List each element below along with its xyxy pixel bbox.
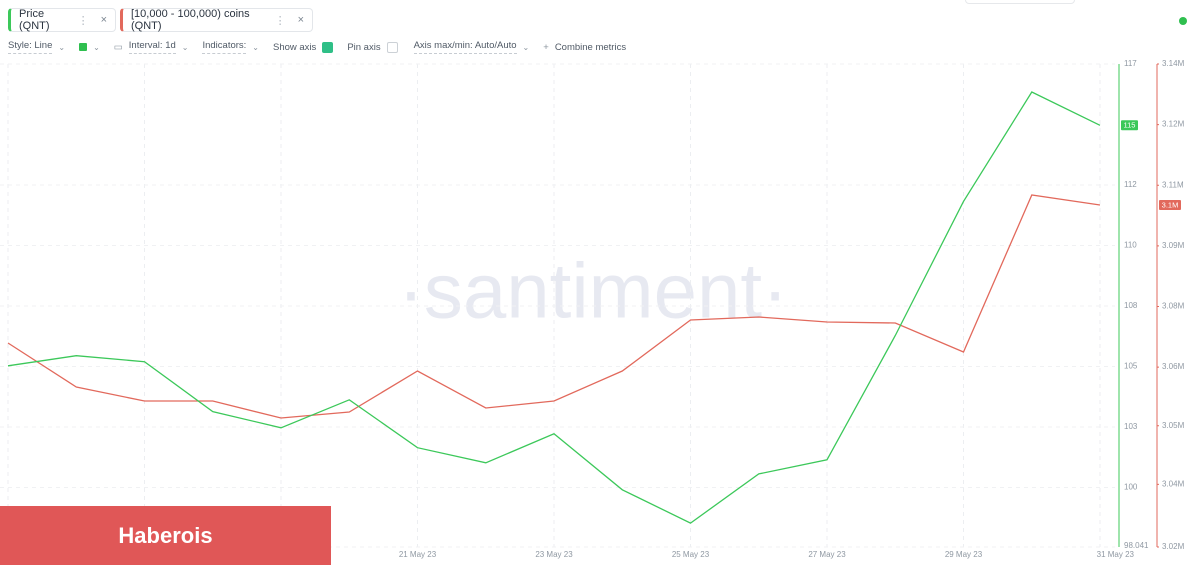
- y-tick-label: 100: [1124, 483, 1138, 492]
- y-tick-label: 117: [1124, 59, 1137, 68]
- y-tick-label: 98.041: [1124, 541, 1149, 550]
- y2-tick-label: 3.06M: [1162, 362, 1185, 371]
- x-tick-label: 27 May 23: [808, 550, 846, 559]
- y2-tick-label: 3.09M: [1162, 241, 1185, 250]
- indicators-select[interactable]: Indicators:: [202, 40, 247, 54]
- y-tick-label: 105: [1124, 362, 1138, 371]
- show-axis-label: Show axis: [273, 41, 317, 53]
- pin-axis-label: Pin axis: [347, 41, 381, 53]
- axis-range-select[interactable]: Axis max/min: Auto/Auto: [413, 40, 517, 54]
- y2-tick-label: 3.14M: [1162, 59, 1185, 68]
- y-tick-label: 112: [1124, 180, 1137, 189]
- banner: Haberois: [0, 506, 331, 565]
- watermark: ·santiment·: [398, 247, 788, 335]
- y2-tick-label: 3.05M: [1162, 421, 1185, 430]
- x-tick-label: 29 May 23: [945, 550, 983, 559]
- x-tick-label: 25 May 23: [672, 550, 710, 559]
- line-series: [7, 194, 1101, 419]
- last-value-label: 3.1M: [1162, 201, 1179, 210]
- y2-tick-label: 3.04M: [1162, 479, 1185, 488]
- combine-button[interactable]: Combine metrics: [554, 41, 627, 53]
- toolbar: Style: Line ⌄ ⌄ ▭ Interval: 1d ⌄ Indicator…: [8, 40, 627, 54]
- interval-select[interactable]: Interval: 1d: [128, 40, 176, 54]
- close-icon[interactable]: ×: [100, 14, 107, 26]
- y-tick-label: 110: [1124, 241, 1137, 250]
- tab-label: Price (QNT): [19, 8, 50, 32]
- color-swatch[interactable]: [79, 43, 88, 51]
- close-icon[interactable]: ×: [297, 14, 304, 26]
- menu-icon[interactable]: ⋮: [274, 14, 286, 27]
- y2-tick-label: 3.12M: [1162, 120, 1185, 129]
- y-tick-label: 103: [1124, 422, 1138, 431]
- last-value-marker: [1121, 120, 1138, 131]
- pin-axis-checkbox[interactable]: [386, 41, 398, 53]
- x-tick-label: 31 May 23: [1097, 550, 1135, 559]
- menu-icon[interactable]: ⋮: [77, 14, 89, 27]
- metric-tab[interactable]: [10,000 - 100,000) coins (QNT) ⋮ ×: [120, 8, 313, 32]
- calendar-icon: ▭: [113, 41, 123, 53]
- y2-tick-label: 3.02M: [1162, 542, 1185, 551]
- metric-tab[interactable]: Price (QNT) ⋮ ×: [8, 8, 116, 32]
- y-tick-label: 108: [1124, 301, 1138, 310]
- show-axis-checkbox[interactable]: [322, 41, 334, 53]
- x-tick-label: 23 May 23: [535, 550, 573, 559]
- x-tick-label: 21 May 23: [399, 550, 437, 559]
- line-series: [7, 91, 1101, 524]
- tab-label: [10,000 - 100,000) coins (QNT): [131, 8, 250, 32]
- last-value-marker: [1159, 200, 1181, 211]
- y2-tick-label: 3.11M: [1162, 180, 1184, 189]
- style-select[interactable]: Style: Line: [8, 40, 53, 54]
- last-value-label: 115: [1124, 121, 1136, 130]
- y2-tick-label: 3.08M: [1162, 302, 1185, 311]
- status-dot: [1179, 17, 1187, 25]
